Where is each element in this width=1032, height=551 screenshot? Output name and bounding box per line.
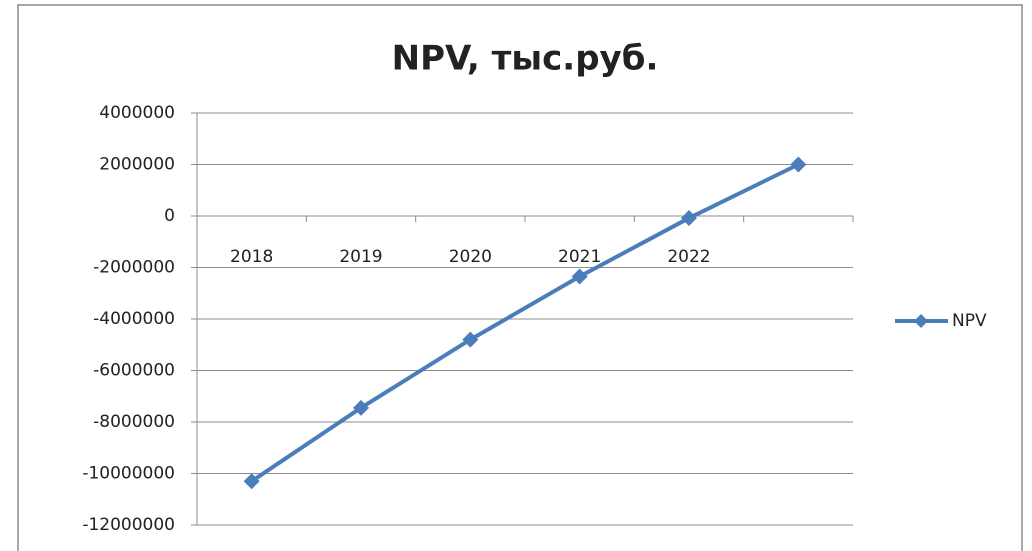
x-tick-label: 2018	[230, 247, 273, 267]
data-point	[462, 331, 479, 348]
legend-marker	[914, 314, 928, 328]
y-tick-label: 4000000	[99, 103, 175, 123]
data-point	[353, 399, 369, 416]
y-tick-label: -10000000	[82, 464, 175, 484]
y-tick-label: -2000000	[93, 258, 175, 278]
chart-title: NPV, тыс.руб.	[392, 39, 659, 79]
x-tick-label: 2020	[449, 247, 492, 267]
y-tick-label: 2000000	[99, 155, 175, 175]
x-tick-label: 2019	[339, 247, 382, 267]
x-tick-label: 2021	[558, 247, 601, 267]
data-point	[681, 210, 697, 227]
data-point	[790, 156, 807, 173]
y-tick-label: -4000000	[93, 309, 175, 329]
data-point	[243, 473, 260, 490]
chart-frame	[17, 4, 1023, 551]
y-tick-label: 0	[164, 206, 175, 226]
series-line	[250, 162, 800, 483]
x-tick-label: 2022	[667, 247, 710, 267]
y-tick-label: -6000000	[93, 361, 175, 381]
data-point	[571, 268, 588, 285]
y-tick-label: -8000000	[93, 412, 175, 432]
legend-label: NPV	[952, 311, 987, 331]
y-tick-label: -12000000	[82, 515, 175, 535]
